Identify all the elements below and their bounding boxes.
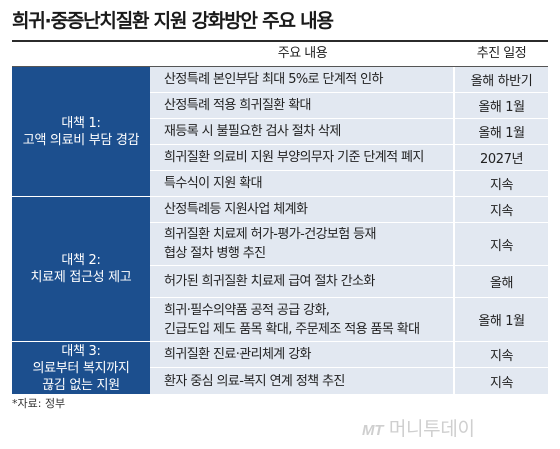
header-rule xyxy=(12,66,548,67)
row-content: 희귀질환 진료·관리체계 강화 xyxy=(150,342,453,367)
row-content: 허가된 희귀질환 치료제 급여 절차 간소화 xyxy=(150,266,453,297)
row-schedule: 지속 xyxy=(455,368,548,394)
row-content: 희귀질환 의료비 지원 부양의무자 기준 단계적 폐지 xyxy=(150,145,453,170)
row-schedule: 지속 xyxy=(455,342,548,367)
category-1: 대책 1: 고액 의료비 부담 경감 xyxy=(12,67,150,196)
logo-mark: MT xyxy=(362,422,384,439)
row-content: 환자 중심 의료-복지 연계 정책 추진 xyxy=(150,368,453,394)
row-content: 희귀질환 치료제 허가-평가-건강보험 등재 협상 절차 병행 추진 xyxy=(150,223,453,265)
row-content: 산정특례등 지원사업 체계화 xyxy=(150,197,453,222)
page-title: 희귀·중증난치질환 지원 강화방안 주요 내용 xyxy=(12,10,334,32)
top-rule xyxy=(12,40,548,42)
row-schedule: 올해 하반기 xyxy=(455,67,548,92)
row-schedule: 올해 1월 xyxy=(455,93,548,118)
row-schedule: 2027년 xyxy=(455,145,548,170)
header-content: 주요 내용 xyxy=(277,46,328,61)
category-3: 대책 3: 의료부터 복지까지 끊김 없는 지원 xyxy=(12,342,150,394)
row-schedule: 올해 1월 xyxy=(455,119,548,144)
category-separator xyxy=(12,196,150,197)
row-content: 산정특례 본인부담 최대 5%로 단계적 인하 xyxy=(150,67,453,92)
row-schedule: 지속 xyxy=(455,171,548,196)
source-note: *자료: 정부 xyxy=(12,397,66,410)
category-2: 대책 2: 치료제 접근성 제고 xyxy=(12,197,150,341)
row-schedule: 올해 xyxy=(455,266,548,297)
row-schedule: 올해 1월 xyxy=(455,298,548,341)
row-schedule: 지속 xyxy=(455,197,548,222)
logo-name: 머니투데이 xyxy=(388,418,475,440)
row-content: 특수식이 지원 확대 xyxy=(150,171,453,196)
row-schedule: 지속 xyxy=(455,223,548,265)
row-content: 희귀·필수의약품 공적 공급 강화, 긴급도입 제도 품목 확대, 주문제조 적… xyxy=(150,298,453,341)
header-schedule: 추진 일정 xyxy=(476,46,527,61)
row-content: 재등록 시 불필요한 검사 절차 삭제 xyxy=(150,119,453,144)
brand-logo: MT 머니투데이 xyxy=(362,414,475,441)
row-content: 산정특례 적용 희귀질환 확대 xyxy=(150,93,453,118)
category-separator xyxy=(12,341,150,342)
